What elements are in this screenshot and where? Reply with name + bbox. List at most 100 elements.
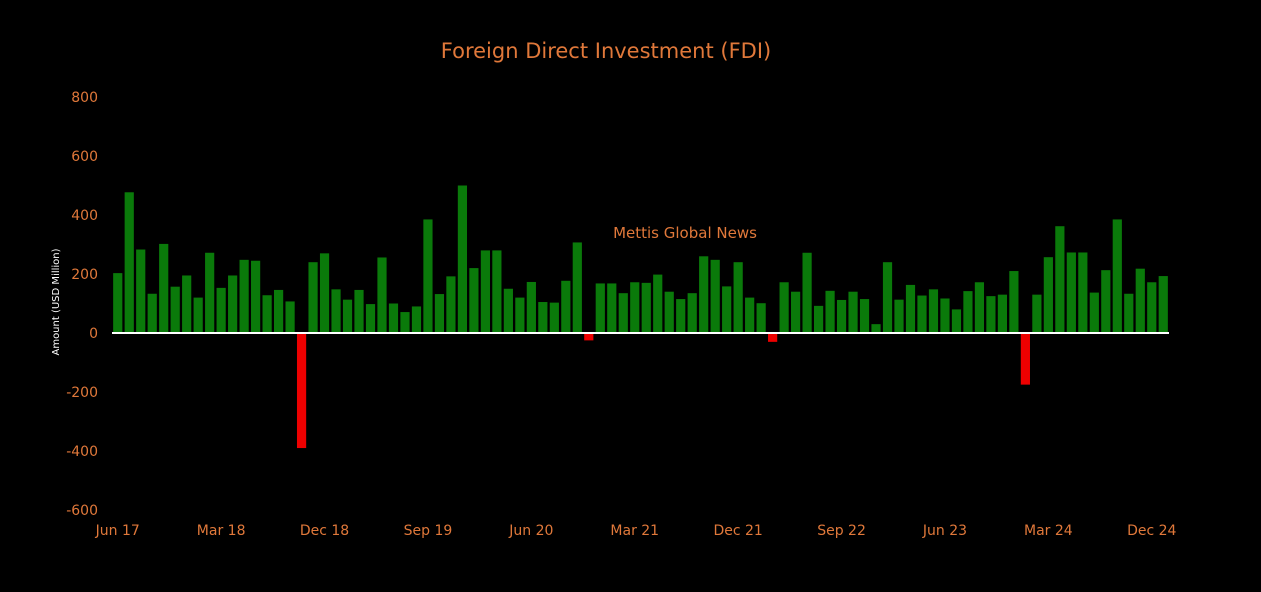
bar-40 — [572, 242, 582, 333]
bar-30 — [457, 185, 468, 333]
bar-23 — [377, 257, 387, 333]
bar-34 — [503, 288, 513, 333]
bar-82 — [1055, 226, 1065, 333]
x-tick-label: Mar 18 — [197, 523, 246, 539]
bar-24 — [388, 303, 399, 333]
bar-39 — [561, 280, 571, 333]
bar-45 — [630, 282, 640, 333]
bar-13 — [262, 295, 272, 333]
bar-21 — [354, 289, 364, 333]
bar-52 — [710, 259, 720, 333]
y-tick-label: 200 — [71, 267, 98, 283]
bar-53 — [722, 286, 732, 333]
bar-2 — [136, 249, 146, 333]
bar-48 — [664, 291, 674, 333]
bar-28 — [434, 294, 445, 333]
bar-60 — [802, 252, 812, 333]
y-tick-label: -400 — [66, 444, 98, 460]
bar-29 — [446, 276, 456, 333]
x-tick-label: Dec 24 — [1127, 523, 1176, 539]
bar-79 — [1020, 333, 1030, 385]
bar-87 — [1112, 219, 1122, 333]
bar-7 — [193, 297, 203, 333]
bar-0 — [113, 273, 123, 333]
bar-37 — [538, 302, 548, 333]
bar-44 — [618, 293, 628, 333]
x-axis: Jun 17 Mar 18 Dec 18 Sep 19 Jun 20 Mar 21 Dec … — [95, 523, 1177, 539]
bar-71 — [928, 289, 939, 333]
x-tick-label: Mar 24 — [1024, 523, 1073, 539]
bar-59 — [791, 291, 801, 333]
bar-35 — [515, 297, 525, 333]
y-tick-label: 400 — [71, 208, 98, 224]
y-tick-label: -200 — [66, 385, 98, 401]
bar-46 — [641, 282, 651, 333]
bar-27 — [423, 219, 433, 333]
bar-67 — [882, 262, 893, 333]
bar-56 — [756, 303, 766, 333]
bar-33 — [492, 250, 502, 333]
bar-72 — [940, 298, 950, 333]
y-axis-label: Amount (USD Million) — [51, 248, 62, 355]
bar-12 — [251, 260, 261, 333]
bar-8 — [205, 252, 215, 333]
bar-20 — [342, 299, 353, 333]
bar-49 — [676, 299, 686, 333]
bar-85 — [1089, 292, 1099, 333]
x-tick-label: Mar 21 — [610, 523, 659, 539]
y-tick-label: 600 — [71, 149, 98, 165]
bar-15 — [285, 301, 295, 333]
x-tick-label: Dec 18 — [300, 523, 349, 539]
bar-50 — [687, 293, 697, 333]
bar-88 — [1124, 293, 1134, 333]
bar-36 — [526, 281, 536, 333]
bar-4 — [159, 243, 169, 333]
x-tick-label: Jun 20 — [508, 523, 553, 539]
x-tick-label: Sep 19 — [404, 523, 453, 539]
bar-1 — [124, 192, 134, 333]
bar-32 — [480, 250, 490, 333]
bar-47 — [653, 274, 663, 333]
bar-64 — [848, 291, 858, 333]
bar-81 — [1043, 257, 1053, 333]
bar-69 — [905, 284, 916, 333]
bar-11 — [239, 259, 249, 333]
bar-86 — [1101, 270, 1111, 333]
bar-43 — [607, 283, 617, 333]
bar-6 — [182, 275, 192, 333]
bar-31 — [469, 268, 479, 333]
bar-70 — [917, 295, 927, 333]
y-axis: 800 600 400 200 0 -200 -400 -600 — [66, 90, 98, 519]
bar-38 — [549, 302, 559, 333]
x-tick-label: Jun 23 — [922, 523, 967, 539]
bar-89 — [1135, 268, 1145, 333]
bar-58 — [779, 282, 789, 333]
bar-65 — [859, 299, 870, 333]
bar-74 — [963, 291, 973, 333]
bar-14 — [274, 289, 284, 333]
bar-80 — [1032, 294, 1042, 333]
bar-78 — [1009, 271, 1019, 333]
bar-22 — [365, 304, 376, 333]
bar-62 — [825, 290, 835, 333]
bar-83 — [1066, 252, 1076, 333]
bar-42 — [595, 283, 605, 333]
bar-66 — [871, 324, 881, 333]
x-tick-label: Jun 17 — [95, 523, 140, 539]
bar-19 — [331, 289, 341, 333]
bar-25 — [400, 312, 410, 333]
bar-84 — [1078, 252, 1088, 333]
bar-91 — [1158, 276, 1168, 333]
y-tick-label: 0 — [89, 326, 98, 342]
bar-26 — [411, 306, 422, 333]
bar-73 — [951, 309, 962, 333]
bar-9 — [216, 287, 226, 333]
bar-54 — [733, 262, 743, 333]
x-tick-label: Dec 21 — [713, 523, 762, 539]
bar-68 — [894, 299, 904, 333]
bar-10 — [228, 275, 238, 333]
y-tick-label: 800 — [71, 90, 98, 106]
bar-16 — [296, 333, 307, 449]
x-tick-label: Sep 22 — [817, 523, 866, 539]
